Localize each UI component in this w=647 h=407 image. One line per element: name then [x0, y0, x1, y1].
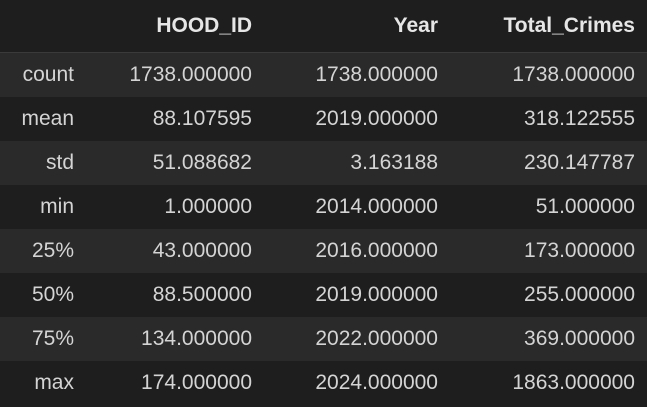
- cell-hood-id: 43.000000: [152, 238, 252, 262]
- cell-year: 2014.000000: [315, 194, 438, 218]
- cell-total-crimes: 230.147787: [524, 150, 635, 174]
- cell-year: 3.163188: [350, 150, 438, 174]
- cell-hood-id: 88.500000: [152, 282, 252, 306]
- cell-hood-id: 174.000000: [141, 370, 252, 394]
- cell-total-crimes: 173.000000: [524, 238, 635, 262]
- table-row-std: std 51.088682 3.163188 230.147787: [0, 140, 647, 185]
- row-label: 25%: [31, 238, 74, 262]
- cell-year: 2024.000000: [315, 370, 438, 394]
- table-header: HOOD_ID Year Total_Crimes: [0, 0, 647, 53]
- cell-total-crimes: 1738.000000: [512, 62, 635, 86]
- table-row-max: max 174.000000 2024.000000 1863.000000: [0, 360, 647, 405]
- cell-hood-id: 1.000000: [164, 194, 252, 218]
- cell-year: 2022.000000: [315, 326, 438, 350]
- column-header-hood-id: HOOD_ID: [84, 0, 264, 53]
- table-body: count 1738.000000 1738.000000 1738.00000…: [0, 52, 647, 405]
- cell-total-crimes: 318.122555: [524, 106, 635, 130]
- cell-hood-id: 51.088682: [152, 150, 252, 174]
- header-row: HOOD_ID Year Total_Crimes: [0, 0, 647, 53]
- cell-total-crimes: 1863.000000: [512, 370, 635, 394]
- cell-total-crimes: 51.000000: [535, 194, 635, 218]
- cell-hood-id: 1738.000000: [129, 62, 252, 86]
- table-row-count: count 1738.000000 1738.000000 1738.00000…: [0, 52, 647, 97]
- cell-total-crimes: 369.000000: [524, 326, 635, 350]
- cell-year: 1738.000000: [315, 62, 438, 86]
- row-label: count: [22, 62, 74, 86]
- column-header-total-crimes: Total_Crimes: [450, 0, 647, 53]
- row-label: 50%: [31, 282, 74, 306]
- cell-year: 2016.000000: [315, 238, 438, 262]
- table-row-25pct: 25% 43.000000 2016.000000 173.000000: [0, 228, 647, 273]
- column-header-year: Year: [264, 0, 450, 53]
- table-row-50pct: 50% 88.500000 2019.000000 255.000000: [0, 272, 647, 317]
- cell-hood-id: 88.107595: [152, 106, 252, 130]
- row-label: min: [40, 194, 74, 218]
- row-label: 75%: [31, 326, 74, 350]
- cell-total-crimes: 255.000000: [524, 282, 635, 306]
- table-row-min: min 1.000000 2014.000000 51.000000: [0, 184, 647, 229]
- cell-year: 2019.000000: [315, 106, 438, 130]
- row-label: std: [45, 150, 74, 174]
- cell-hood-id: 134.000000: [141, 326, 252, 350]
- index-header-cell: [0, 0, 84, 53]
- row-label: mean: [21, 106, 74, 130]
- table-row-mean: mean 88.107595 2019.000000 318.122555: [0, 96, 647, 141]
- row-label: max: [34, 370, 74, 394]
- cell-year: 2019.000000: [315, 282, 438, 306]
- table-row-75pct: 75% 134.000000 2022.000000 369.000000: [0, 316, 647, 361]
